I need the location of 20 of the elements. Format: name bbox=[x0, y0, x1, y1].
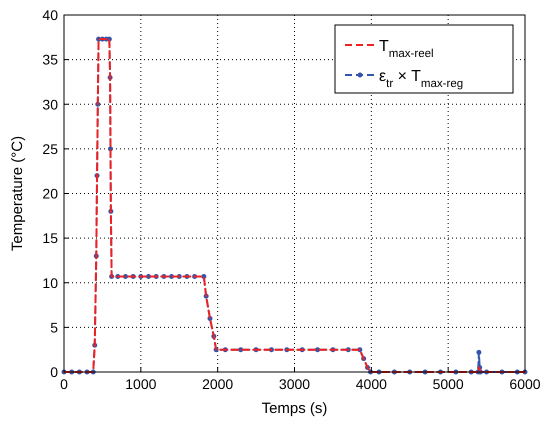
y-tick-label: 40 bbox=[42, 7, 58, 23]
legend-label: T$_{max-reel}$ bbox=[379, 38, 434, 60]
y-tick-label: 20 bbox=[42, 186, 58, 202]
y-tick-label: 30 bbox=[42, 96, 58, 112]
x-tick-label: 3000 bbox=[278, 376, 310, 392]
y-tick-label: 5 bbox=[50, 319, 58, 336]
x-tick-label: 2000 bbox=[202, 376, 234, 392]
x-tick-label: 5000 bbox=[432, 376, 464, 392]
legend-label: ε$_{tr}$ × T$_{max-reg}$ bbox=[379, 68, 464, 90]
y-tick-label: 25 bbox=[42, 140, 58, 157]
y-tick-label: 35 bbox=[42, 52, 58, 68]
x-tick-label: 6000 bbox=[509, 376, 541, 392]
y-tick-label: 10 bbox=[42, 274, 58, 291]
y-tick-label: 15 bbox=[42, 230, 58, 246]
x-tick-label: 0 bbox=[60, 376, 68, 392]
x-tick-label: 4000 bbox=[356, 376, 388, 392]
x-axis-title: Temps (s) bbox=[262, 400, 328, 417]
x-tick-label: 1000 bbox=[125, 376, 157, 392]
y-axis-title: Temperature (°C) bbox=[9, 136, 26, 252]
y-tick-label: 0 bbox=[50, 364, 58, 380]
